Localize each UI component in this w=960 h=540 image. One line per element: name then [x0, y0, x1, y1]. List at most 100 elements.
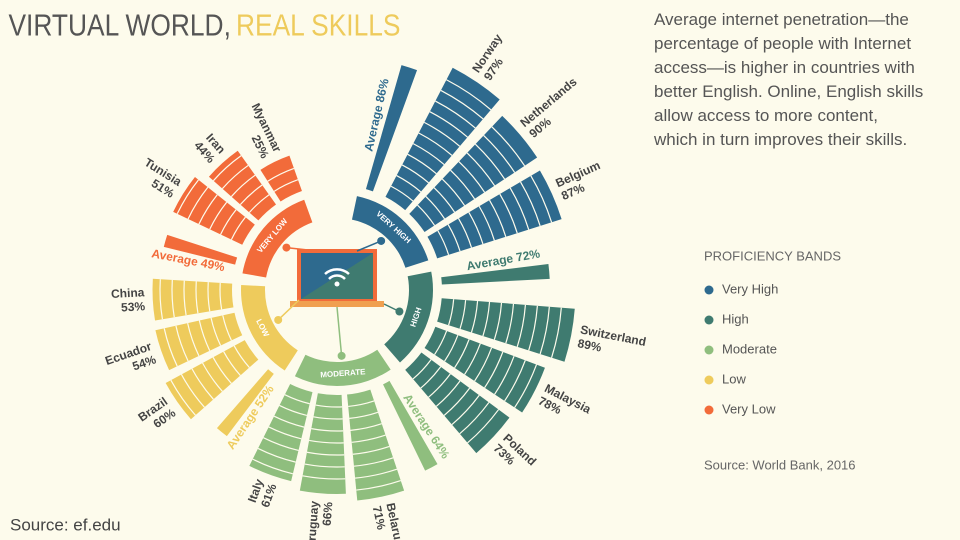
country-label: Uruguay	[304, 500, 321, 540]
bar-stripe	[306, 451, 345, 456]
bar-stripe	[396, 175, 422, 193]
bar-stripe	[163, 328, 178, 367]
bar-stripe	[212, 155, 242, 182]
bar-stripe	[170, 379, 196, 416]
bar-stripe	[467, 409, 500, 444]
bar	[173, 177, 255, 245]
bar-stripe	[311, 428, 344, 432]
bar-stripe	[191, 368, 214, 400]
bar	[427, 170, 562, 259]
connector-dot	[395, 307, 404, 316]
bar-stripe	[412, 359, 432, 380]
bar	[385, 67, 500, 211]
bar-stripe	[423, 121, 461, 147]
bar-stripe	[352, 445, 390, 455]
legend-marker	[704, 375, 714, 385]
bar-stripe	[429, 111, 468, 138]
band-ring	[384, 271, 433, 363]
average-bar	[365, 65, 418, 192]
connector-dot	[337, 351, 346, 360]
bar	[347, 389, 405, 501]
description-line: better English. Online, English skills	[654, 82, 924, 101]
bar-stripe	[198, 194, 218, 225]
bar-stripe	[273, 415, 305, 428]
band-ring	[241, 284, 298, 371]
country-label: China	[111, 285, 145, 301]
bar-stripe	[267, 167, 295, 182]
bar-stripe	[504, 360, 526, 402]
bar-stripe	[418, 132, 453, 156]
average-bar	[441, 264, 550, 285]
bar	[155, 312, 243, 371]
description-line: access—is higher in countries with	[654, 58, 915, 77]
bar	[165, 340, 259, 420]
bar-stripe	[437, 230, 450, 255]
bar-stripe	[239, 184, 263, 205]
bar-stripe	[171, 279, 175, 318]
bar-stripe	[488, 199, 507, 237]
wifi-dot	[334, 281, 340, 287]
bar-stripe	[187, 186, 209, 220]
description-line: Average internet penetration—the	[654, 10, 909, 29]
bar-stripe	[493, 302, 503, 340]
bar-stripe	[483, 135, 516, 173]
connector	[277, 299, 300, 321]
bar-stripe	[428, 373, 451, 398]
bar-stripe	[187, 322, 200, 357]
average-bar	[163, 234, 238, 265]
legend-label: Low	[722, 371, 746, 386]
bar-stripe	[219, 282, 223, 310]
bar-stripe	[458, 161, 486, 193]
legend-title: PROFICIENCY BANDS	[704, 248, 841, 263]
title: VIRTUAL WORLD, REAL SKILLS	[9, 8, 401, 42]
bar-stripe	[257, 447, 296, 463]
bar	[437, 298, 575, 362]
band-label: MODERATE	[320, 367, 366, 379]
connector	[336, 306, 343, 356]
bar-stripe	[180, 374, 205, 408]
bar-stripe	[198, 320, 211, 351]
bar-stripe	[407, 153, 437, 175]
bar-stripe	[530, 175, 553, 223]
bar-stripe	[279, 404, 308, 417]
bar-stripe	[390, 185, 414, 202]
bar-stripe	[248, 194, 270, 213]
bar	[260, 155, 302, 202]
bar-stripe	[195, 281, 199, 314]
bar-stripe	[470, 301, 479, 333]
bar-stripe	[304, 463, 345, 468]
bar-stripe	[309, 439, 344, 444]
bar-stripe	[417, 204, 436, 226]
connector-dot	[274, 315, 283, 324]
value-label: 89%	[576, 336, 603, 354]
title-text: VIRTUAL WORLD,	[9, 8, 231, 42]
bar-stripe	[263, 437, 299, 452]
description-line: allow access to more content,	[654, 106, 878, 125]
credit: Source: ef.edu	[10, 515, 121, 534]
bar-stripe	[520, 181, 541, 227]
bar-stripe	[356, 480, 401, 491]
bar-stripe	[516, 304, 527, 348]
legend-label: Moderate	[722, 341, 777, 356]
bar-stripe	[509, 187, 530, 230]
bar-stripe	[221, 164, 249, 190]
bar-stripe	[348, 400, 375, 408]
bar-stripe	[494, 355, 515, 395]
bar	[152, 278, 234, 321]
connector	[356, 240, 382, 252]
bar-stripe	[273, 179, 299, 192]
bar-stripe	[202, 362, 223, 392]
bar-stripe	[446, 79, 492, 111]
bar-stripe	[175, 325, 189, 362]
bar-stripe	[425, 195, 446, 220]
bar-stripe	[353, 457, 394, 467]
laptop-icon	[290, 249, 384, 307]
source: Source: World Bank, 2016	[704, 457, 856, 472]
bar-stripe	[212, 356, 232, 384]
bar-stripe	[474, 143, 506, 180]
bar-stripe	[434, 330, 448, 355]
bar-stripe	[514, 364, 538, 408]
bar-stripe	[441, 178, 466, 206]
band-ring	[351, 196, 429, 268]
description-line: percentage of people with Internet	[654, 34, 912, 53]
